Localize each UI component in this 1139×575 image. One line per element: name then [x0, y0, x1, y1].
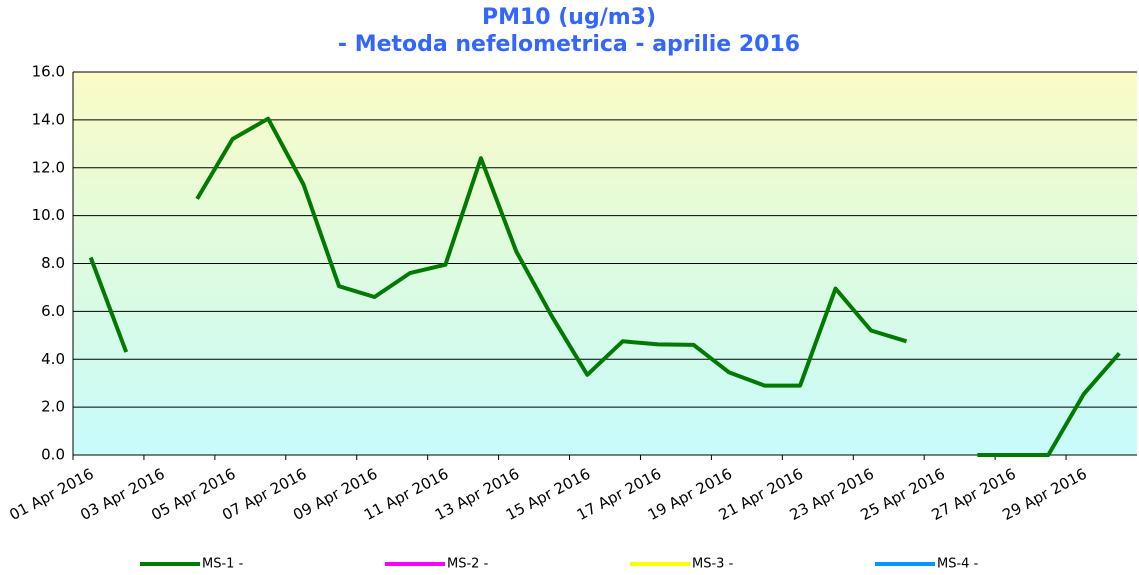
y-tick-label: 8.0	[41, 254, 65, 272]
y-tick-label: 0.0	[41, 446, 65, 464]
legend-label: MS-4 -	[937, 557, 979, 572]
y-tick-label: 2.0	[41, 398, 65, 416]
legend-label: MS-2 -	[447, 557, 489, 572]
y-tick-label: 4.0	[41, 350, 65, 368]
chart-subtitle: - Metoda nefelometrica - aprilie 2016	[338, 32, 800, 57]
legend-label: MS-1 -	[202, 557, 244, 572]
y-tick-label: 10.0	[32, 206, 65, 224]
y-tick-label: 16.0	[32, 63, 65, 81]
data-line	[88, 116, 1121, 457]
y-tick-label: 12.0	[32, 158, 65, 176]
y-tick-label: 6.0	[41, 302, 65, 320]
y-tick-label: 14.0	[32, 110, 65, 128]
chart-title: PM10 (ug/m3)	[482, 5, 656, 30]
legend-label: MS-3 -	[692, 557, 734, 572]
